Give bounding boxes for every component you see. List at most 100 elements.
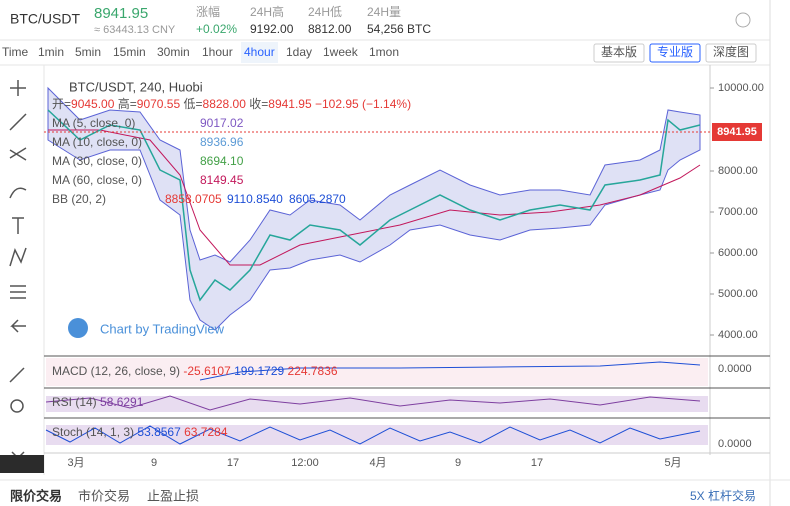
ohlc-label: 收= xyxy=(249,97,268,111)
ohlc-value: 8941.95 xyxy=(268,97,312,111)
stat-label: 24H低 xyxy=(308,5,342,19)
last-price: 8941.95 xyxy=(717,126,757,138)
interval-button[interactable]: 1day xyxy=(286,45,312,59)
ohlc-value: 9045.00 xyxy=(71,97,115,111)
indicator-name: MA (10, close, 0) xyxy=(52,135,142,149)
settings-icon[interactable] xyxy=(735,12,751,28)
interval-button[interactable]: 4hour xyxy=(244,45,275,59)
ohlc-change: −102.95 (−1.14%) xyxy=(315,97,411,111)
interval-button[interactable]: 1week xyxy=(323,45,359,59)
interval-button[interactable]: 1mon xyxy=(369,45,399,59)
pane-name: MACD (12, 26, close, 9) xyxy=(52,364,180,378)
price-axis-label: 7000.00 xyxy=(718,206,758,218)
back-tool[interactable] xyxy=(10,319,26,333)
measure-tool[interactable] xyxy=(10,285,26,299)
stat-label: 涨幅 xyxy=(196,4,220,19)
indicator-name: MA (60, close, 0) xyxy=(52,173,142,187)
interval-button[interactable]: 1hour xyxy=(202,45,233,59)
tab[interactable]: 限价交易 xyxy=(10,488,62,503)
indicator-name: MA (5, close, 0) xyxy=(52,116,135,130)
view-button[interactable]: 深度图 xyxy=(713,44,749,59)
bollinger-band xyxy=(47,86,701,331)
price: 8941.95 xyxy=(94,5,148,22)
ohlc-value: 8828.00 xyxy=(203,97,247,111)
interval-button[interactable]: 30min xyxy=(157,45,190,59)
view-button-frame xyxy=(705,43,757,63)
pane-axis-label: 0.0000 xyxy=(718,363,752,375)
time-axis-label: 17 xyxy=(227,457,239,469)
time-axis-label: 17 xyxy=(531,457,543,469)
pane-name: RSI (14) xyxy=(52,395,97,409)
macd-background xyxy=(46,358,708,386)
leverage-link[interactable]: 5X 杠杆交易 xyxy=(690,488,756,503)
crosshair-tool[interactable] xyxy=(10,80,26,96)
time-axis-label: 9 xyxy=(455,457,461,469)
ohlc-legend: 开=9045.00 高=9070.55 低=8828.00 收=8941.95 … xyxy=(52,96,411,111)
pane-value: 58.6291 xyxy=(100,395,144,409)
indicator-value: 8858.0705 xyxy=(165,192,222,206)
tab[interactable]: 止盈止损 xyxy=(147,488,199,503)
pane-value: 63.7284 xyxy=(184,425,228,439)
symbol: BTC/USDT xyxy=(10,11,80,27)
interval-button[interactable]: Time xyxy=(2,45,29,59)
price-axis-label: 5000.00 xyxy=(718,288,758,300)
pane-legend: Stoch (14, 1, 3) 53.8567 63.7284 xyxy=(52,425,228,439)
stat-value: 54,256 BTC xyxy=(367,22,431,36)
collapse-button[interactable] xyxy=(0,455,44,473)
indicator-value: 8694.10 xyxy=(200,154,244,168)
indicator-name: MA (30, close, 0) xyxy=(52,154,142,168)
time-axis-label: 4月 xyxy=(369,457,386,469)
chart-title: BTC/USDT, 240, Huobi xyxy=(69,79,203,94)
interval-button[interactable]: 15min xyxy=(113,45,146,59)
time-axis-label: 5月 xyxy=(664,457,681,469)
pane-value: 199.1729 xyxy=(234,364,284,378)
indicator-value: 9110.8540 xyxy=(227,192,283,206)
pane-legend: RSI (14) 58.6291 xyxy=(52,395,144,409)
stat-value: 8812.00 xyxy=(308,22,352,36)
indicator-name: BB (20, 2) xyxy=(52,192,106,206)
time-axis-label: 9 xyxy=(151,457,157,469)
macd-line xyxy=(199,361,701,381)
price-line xyxy=(47,109,701,302)
fib-tool[interactable] xyxy=(9,147,27,161)
indicator-value: 8149.45 xyxy=(200,173,244,187)
view-button[interactable]: 基本版 xyxy=(601,45,637,59)
ohlc-label: 高= xyxy=(118,96,137,111)
line-tool[interactable] xyxy=(9,113,27,131)
ohlc-label: 开= xyxy=(52,97,71,111)
pattern-tool[interactable] xyxy=(9,247,27,267)
brush-tool[interactable] xyxy=(9,187,27,199)
tab[interactable]: 市价交易 xyxy=(78,488,130,503)
time-axis-label: 3月 xyxy=(67,457,84,469)
active-interval xyxy=(241,42,278,63)
watermark: Chart by TradingView xyxy=(100,321,225,336)
last-price-tag xyxy=(712,123,762,141)
ohlc-value: 9070.55 xyxy=(137,97,181,111)
price-axis-label: 6000.00 xyxy=(718,247,758,259)
pane-axis-label: 0.0000 xyxy=(718,438,752,450)
stat-label: 24H高 xyxy=(250,4,284,19)
drawing-tools xyxy=(9,80,27,460)
pane-name: Stoch (14, 1, 3) xyxy=(52,425,134,439)
pane-value: 224.7836 xyxy=(288,364,338,378)
cny-price: ≈ 63443.13 CNY xyxy=(94,24,176,36)
stat-value: 9192.00 xyxy=(250,22,294,36)
stat-value: +0.02% xyxy=(196,22,237,36)
price-axis-label: 8000.00 xyxy=(718,165,758,177)
pane-legend: MACD (12, 26, close, 9) -25.6107 199.172… xyxy=(52,364,338,378)
moving-average xyxy=(48,129,701,266)
indicator-value: 8605.2870 xyxy=(289,192,346,206)
ruler-tool[interactable] xyxy=(9,367,25,383)
zoom-tool[interactable] xyxy=(10,399,24,413)
text-tool[interactable] xyxy=(12,217,24,234)
view-button-frame xyxy=(649,43,701,63)
interval-button[interactable]: 1min xyxy=(38,45,64,59)
price-axis-label: 10000.00 xyxy=(718,82,764,94)
indicator-value: 8936.96 xyxy=(200,135,244,149)
interval-button[interactable]: 5min xyxy=(75,45,101,59)
pane-value: 53.8567 xyxy=(137,425,181,439)
view-button[interactable]: 专业版 xyxy=(657,44,693,59)
time-axis-label: 12:00 xyxy=(291,457,319,469)
price-axis-label: 4000.00 xyxy=(718,329,758,341)
ohlc-label: 低= xyxy=(184,97,203,111)
